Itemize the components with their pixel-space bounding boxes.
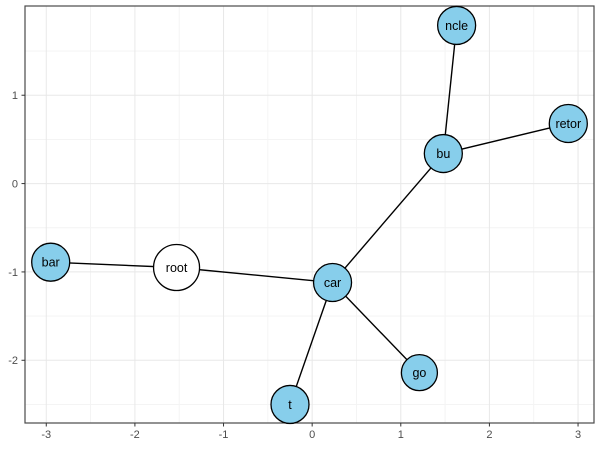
node-car — [312, 262, 353, 303]
node-label-retor: retor — [555, 117, 581, 131]
x-tick-label: -3 — [41, 429, 51, 441]
node-go — [400, 353, 439, 392]
y-tick-label: 0 — [12, 178, 18, 190]
node-label-root: root — [166, 261, 188, 275]
x-tick-label: 0 — [309, 429, 315, 441]
edge-car-go — [332, 282, 420, 374]
node-bu — [423, 133, 463, 174]
node-label-bar: bar — [42, 256, 60, 270]
node-root — [152, 243, 201, 292]
x-tick-label: -2 — [130, 429, 140, 441]
plot-panel — [25, 6, 594, 423]
y-tick-label: -1 — [8, 267, 18, 279]
node-retor — [548, 103, 588, 144]
edge-car-bu — [332, 153, 444, 283]
node-ncle — [436, 5, 477, 46]
x-tick-label: 2 — [486, 429, 492, 441]
node-t — [270, 384, 310, 425]
x-tick-label: 1 — [398, 429, 404, 441]
node-label-go: go — [412, 366, 426, 380]
x-tick-label: -1 — [219, 429, 229, 441]
edge-bu-retor — [443, 122, 569, 155]
edge-car-t — [289, 282, 334, 405]
node-bar — [31, 242, 71, 282]
y-tick-label: 1 — [12, 90, 18, 102]
node-label-ncle: ncle — [445, 19, 468, 33]
panel-border — [24, 5, 595, 424]
y-tick-label: -2 — [8, 355, 18, 367]
node-label-bu: bu — [436, 147, 450, 161]
node-label-car: car — [324, 276, 341, 290]
edge-root-car — [176, 266, 333, 284]
node-label-t: t — [288, 398, 292, 412]
x-tick-label: 3 — [575, 429, 581, 441]
edge-bu-ncle — [442, 25, 458, 154]
